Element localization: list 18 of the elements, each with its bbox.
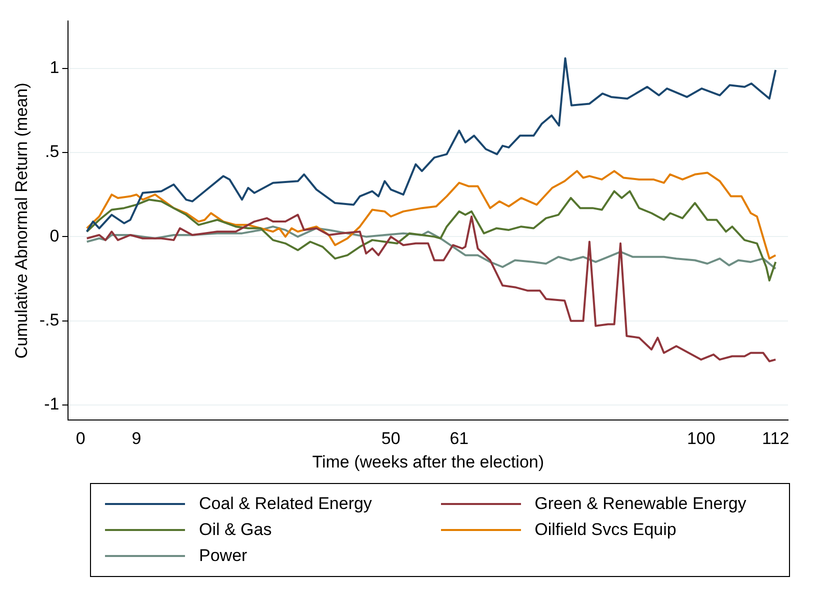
legend-label: Oil & Gas — [199, 520, 272, 540]
x-tick-label: 112 — [762, 429, 790, 448]
legend-label: Green & Renewable Energy — [534, 494, 746, 514]
x-tick-label: 61 — [450, 429, 469, 448]
y-tick-label: -.5 — [39, 310, 60, 330]
legend-label: Oilfield Svcs Equip — [534, 520, 676, 540]
x-tick-label: 100 — [686, 429, 716, 448]
legend-label: Coal & Related Energy — [199, 494, 372, 514]
x-tick-label: 50 — [381, 429, 400, 448]
y-tick-label: 0 — [50, 226, 60, 246]
x-tick-label: 9 — [132, 429, 142, 448]
y-tick-label: -1 — [44, 394, 60, 414]
y-axis-title: Cumulative Abnormal Return (mean) — [12, 82, 31, 359]
x-axis-title: Time (weeks after the election) — [312, 452, 544, 472]
legend-label: Power — [199, 546, 248, 566]
y-tick-label: .5 — [45, 142, 60, 162]
y-tick-label: 1 — [50, 58, 60, 78]
x-tick-label: 0 — [76, 429, 86, 448]
